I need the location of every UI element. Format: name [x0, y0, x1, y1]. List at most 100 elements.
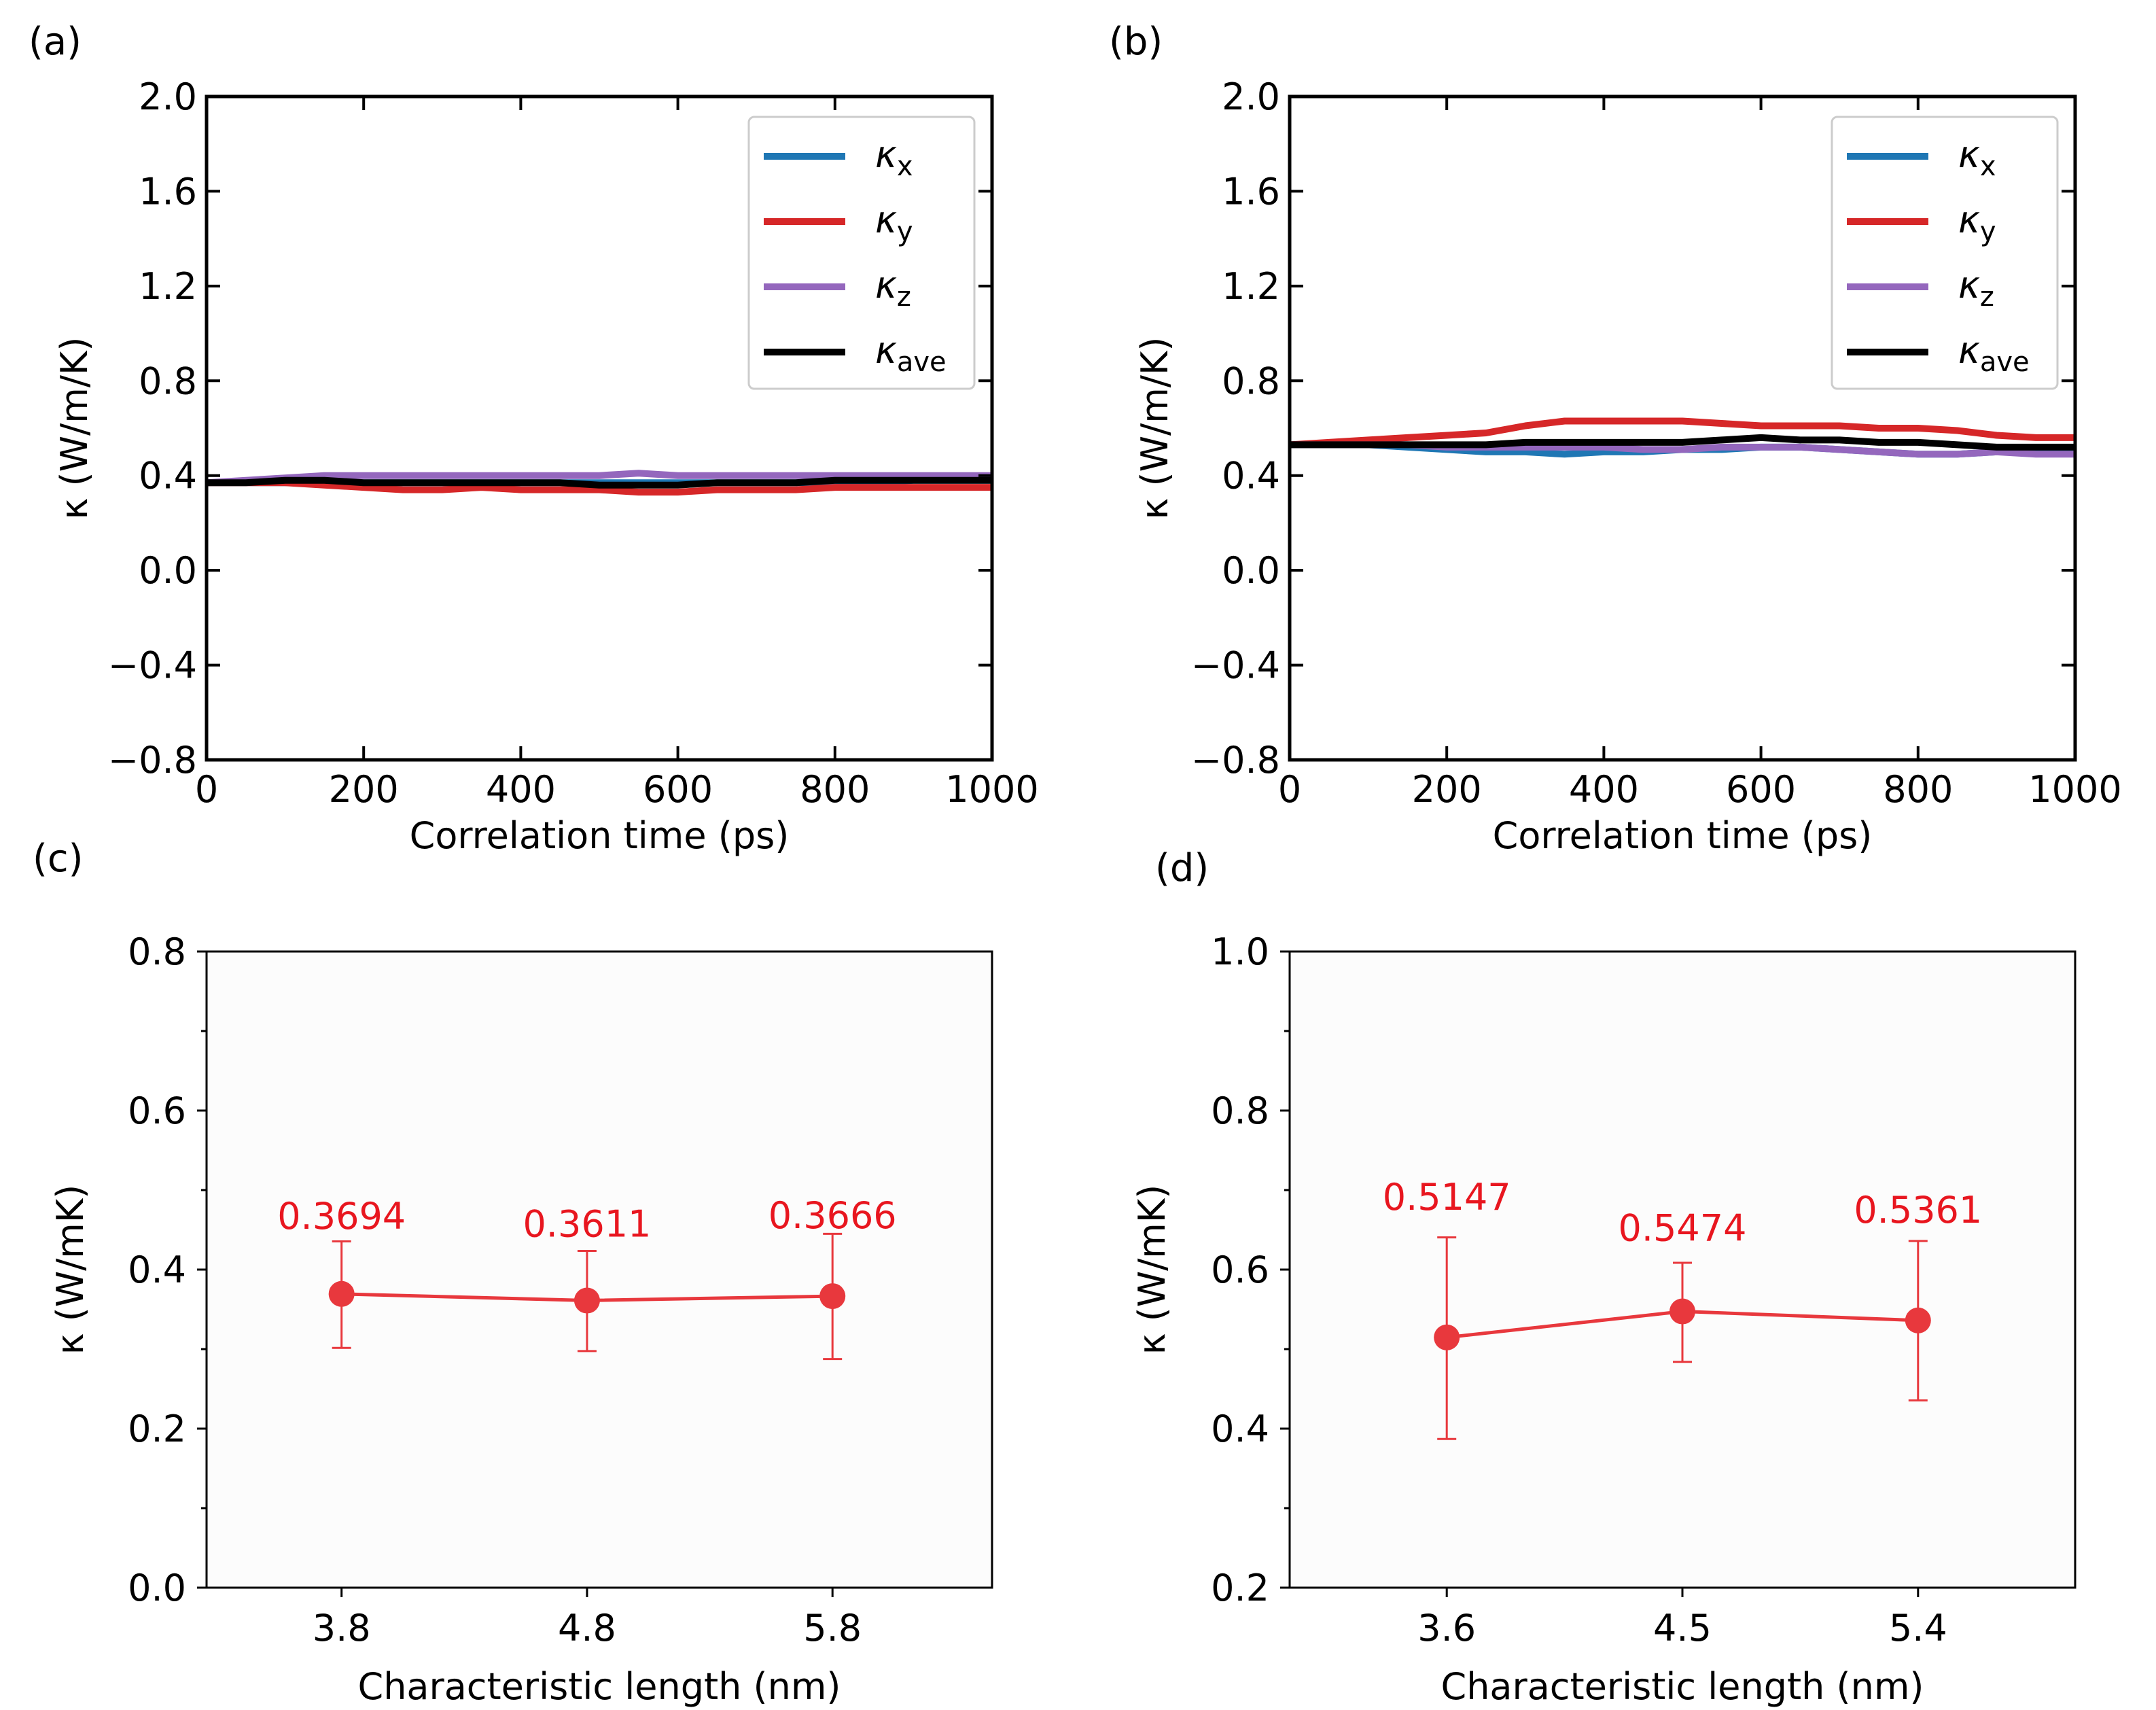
panel-d-x-tick-label: 3.6: [1417, 1607, 1476, 1650]
panel-d-data-label: 0.5361: [1854, 1189, 1982, 1232]
panel-label-d: (d): [1155, 846, 1209, 890]
panel-c-x-tick-label: 5.8: [803, 1607, 862, 1650]
panel-a-legend-label-ave: κave: [875, 329, 947, 378]
panel-b-y-tick-label: 1.6: [1222, 170, 1280, 213]
panel-d-y-tick-label: 0.6: [1211, 1249, 1269, 1291]
panel-b-series-line-y: [1289, 417, 2075, 449]
panel-c-plot-background: [207, 952, 992, 1588]
panel-a-plot-frame: [205, 94, 994, 762]
panel-d-data-label: 0.5147: [1383, 1176, 1511, 1219]
panel-c-y-tick-label: 0.6: [128, 1089, 186, 1132]
panel-b-x-tick-label: 0: [1278, 768, 1301, 811]
panel-a-data-lines: [206, 470, 992, 496]
panel-label-b: (b): [1109, 20, 1163, 64]
panel-c-y-tick-label: 0.8: [128, 930, 186, 973]
panel-c-data-point: [328, 1280, 355, 1307]
panel-d-y-axis-label: κ (W/mK): [1131, 1185, 1173, 1355]
panel-b-x-tick-label: 200: [1412, 768, 1482, 811]
panel-a-y-tick-label: −0.8: [108, 739, 197, 782]
panel-c-data-label: 0.3666: [768, 1194, 897, 1237]
panel-c-data: 0.3694 0.3611 0.3666: [277, 1194, 897, 1361]
panel-a-y-tick-label: 0.4: [139, 455, 197, 498]
panel-b-legend-label-y: κy: [1958, 198, 1996, 247]
panel-b-data-lines: [1289, 417, 2075, 458]
panel-b-x-tick-label: 400: [1569, 768, 1639, 811]
panel-d: (d) 0.2 0.4 0.6 0.8 1.0 3.6 4.5 5.4 0.5147 0.547…: [1131, 846, 2077, 1708]
panel-c-x-tick-label: 3.8: [313, 1607, 371, 1650]
panel-d-data-point: [1434, 1324, 1460, 1350]
panel-b-legend-label-x: κx: [1958, 133, 1996, 182]
panel-b-x-tick-label: 600: [1726, 768, 1796, 811]
panel-a-x-tick-label: 0: [195, 768, 218, 811]
panel-a-x-tick-label: 600: [643, 768, 713, 811]
panel-b-legend-box: [1831, 116, 2059, 390]
panel-b: (b) 0 200 400 600 800 1000 −0.8 −0.4 0.0 0.4 0.8 1.…: [1109, 20, 2122, 857]
panel-a-y-tick-label: 2.0: [139, 75, 197, 118]
panel-d-y-tick-label: 0.2: [1211, 1567, 1269, 1609]
panel-label-c: (c): [33, 837, 83, 881]
panel-a-x-tick-label: 400: [486, 768, 556, 811]
panel-b-series-line-ave: [1290, 434, 2075, 451]
panel-a-legend-label-x: κx: [875, 133, 913, 182]
panel-c-plot-frame: [205, 950, 993, 1589]
panel-a-x-tick-label: 800: [800, 768, 870, 811]
panel-c-y-tick-label: 0.0: [128, 1567, 186, 1609]
panel-b-legend: κx κy κz κave: [1831, 116, 2059, 390]
panel-b-x-tick-label: 800: [1883, 768, 1953, 811]
panel-c-y-axis-label: κ (W/mK): [49, 1185, 92, 1355]
panel-b-x-tick-label: 1000: [2028, 768, 2121, 811]
panel-a-x-tick-label: 200: [329, 768, 399, 811]
panel-d-ticks: 0.2 0.4 0.6 0.8 1.0 3.6 4.5 5.4: [1211, 930, 1947, 1650]
panel-a-legend-box: [747, 116, 976, 390]
panel-c-data-label: 0.3611: [523, 1203, 651, 1246]
panel-a-x-tick-label: 1000: [945, 768, 1038, 811]
panel-b-legend-label-z: κz: [1958, 264, 1994, 313]
panel-a-legend: κx κy κz κave: [747, 116, 976, 390]
panel-a-ticks: 0 200 400 600 800 1000 −0.8 −0.4 0.0 0.4 0.8 1.2 1.6…: [108, 75, 1039, 811]
panel-a-y-tick-label: 0.0: [139, 549, 197, 592]
panel-d-y-tick-label: 0.4: [1211, 1408, 1269, 1450]
panel-b-y-axis-label: κ (W/m/K): [1133, 337, 1176, 520]
panel-d-x-axis-label: Characteristic length (nm): [1441, 1665, 1924, 1708]
panel-b-y-tick-label: −0.8: [1191, 739, 1280, 782]
panel-d-data-point: [1905, 1307, 1931, 1333]
panel-b-legend-label-ave: κave: [1958, 329, 2030, 378]
panel-d-data: 0.5147 0.5474 0.5361: [1383, 1176, 1982, 1440]
panel-b-ticks: 0 200 400 600 800 1000 −0.8 −0.4 0.0 0.4 0.8 1.2 1.6…: [1191, 75, 2122, 811]
panel-c-ticks: 0.0 0.2 0.4 0.6 0.8 3.8 4.8 5.8: [128, 930, 862, 1650]
panel-b-y-tick-label: 2.0: [1222, 75, 1280, 118]
panel-b-x-axis-label: Correlation time (ps): [1493, 814, 1873, 857]
panel-b-plot-frame: [1288, 94, 2077, 762]
panel-b-y-tick-label: −0.4: [1191, 644, 1280, 687]
panel-a-y-tick-label: 1.6: [139, 170, 197, 213]
panel-d-data-label: 0.5474: [1619, 1207, 1747, 1250]
panel-a-legend-label-y: κy: [875, 198, 913, 247]
panel-a-series-line-z: [206, 470, 992, 487]
panel-c: (c) 0.0 0.2 0.4 0.6 0.8 3.8 4.8 5.8 0.3694 0.361…: [33, 837, 993, 1708]
panel-a-series-line-ave: [207, 476, 992, 489]
panel-d-data-point: [1669, 1298, 1695, 1325]
panel-b-y-tick-label: 0.8: [1222, 360, 1280, 402]
panel-c-data-point: [573, 1287, 600, 1314]
panel-c-data-point: [819, 1283, 846, 1310]
panel-a-y-tick-label: −0.4: [108, 644, 197, 687]
panel-d-y-tick-label: 0.8: [1211, 1089, 1269, 1132]
panel-label-a: (a): [29, 20, 82, 64]
panel-d-x-tick-label: 5.4: [1889, 1607, 1947, 1650]
panel-d-y-tick-label: 1.0: [1211, 930, 1269, 973]
panel-b-y-tick-label: 0.4: [1222, 455, 1280, 498]
panel-c-x-tick-label: 4.8: [558, 1607, 616, 1650]
panel-a: (a) 0 200 400 600 800 1000 −0.8 −0.4 0.0 0.4 0.8 1.…: [29, 20, 1039, 857]
panel-b-y-tick-label: 0.0: [1222, 549, 1280, 592]
panel-a-y-axis-label: κ (W/m/K): [53, 337, 96, 520]
panel-d-x-tick-label: 4.5: [1653, 1607, 1712, 1650]
panel-a-y-tick-label: 1.2: [139, 265, 197, 308]
panel-a-x-axis-label: Correlation time (ps): [410, 814, 790, 857]
panel-a-legend-label-z: κz: [875, 264, 911, 313]
panel-c-x-axis-label: Characteristic length (nm): [357, 1665, 841, 1708]
panel-c-data-label: 0.3694: [277, 1195, 406, 1238]
panel-d-plot-frame: [1288, 950, 2077, 1589]
panel-a-y-tick-label: 0.8: [139, 360, 197, 402]
panel-b-y-tick-label: 1.2: [1222, 265, 1280, 308]
